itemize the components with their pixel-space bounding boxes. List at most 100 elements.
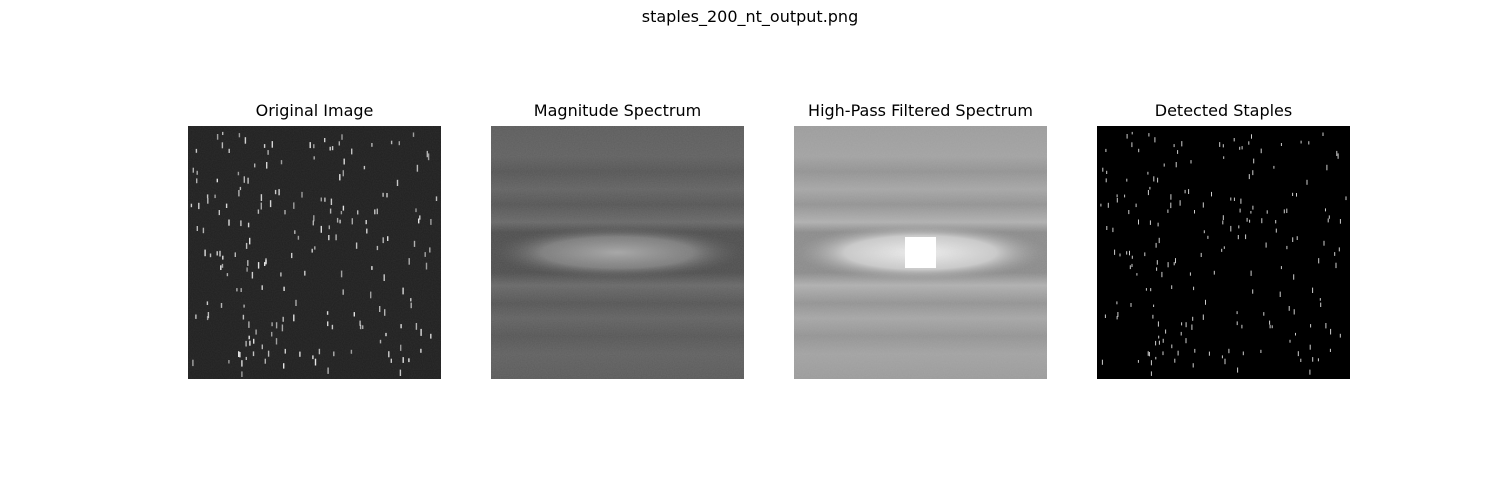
detected-staple-mark — [1153, 176, 1155, 182]
detected-staple-mark — [1223, 246, 1225, 249]
detected-staple-mark — [1131, 142, 1133, 148]
detected-staple-mark — [1155, 242, 1157, 248]
detected-staple-mark — [1156, 267, 1158, 271]
detected-staple-mark — [1230, 197, 1232, 201]
detected-staple-mark — [1292, 237, 1294, 242]
detected-staple-mark — [1194, 348, 1196, 353]
detected-staple-mark — [1116, 194, 1118, 198]
panel-high-pass-filtered-spectrum: High-Pass Filtered Spectrum — [794, 100, 1047, 379]
detected-staple-mark — [1252, 289, 1254, 294]
detected-staple-mark — [1190, 160, 1192, 164]
detected-staple-mark — [1147, 171, 1149, 175]
detected-staple-mark — [1116, 301, 1118, 305]
detected-staple-mark — [1309, 344, 1311, 350]
detected-staple-mark — [1200, 252, 1202, 257]
detected-staple-mark — [1188, 189, 1190, 194]
detected-staple-mark — [1233, 138, 1235, 142]
detected-staple-mark — [1236, 311, 1238, 315]
figure-title: staples_200_nt_output.png — [641, 7, 859, 26]
detected-staple-mark — [1170, 202, 1172, 209]
detected-staple-mark — [1266, 210, 1268, 214]
detected-staple-mark — [1205, 299, 1206, 305]
detected-staple-mark — [1334, 252, 1336, 256]
detected-staple-mark — [1221, 355, 1223, 359]
detected-staple-mark — [1137, 360, 1139, 363]
detected-staple-mark — [1119, 253, 1121, 257]
detected-staple-mark — [1126, 134, 1128, 139]
detected-staple-mark — [1129, 250, 1130, 256]
detected-staple-mark — [1263, 312, 1265, 316]
detected-staple-mark — [1339, 333, 1341, 338]
detected-staple-mark — [1322, 132, 1324, 136]
detected-staple-mark — [1253, 158, 1255, 164]
detected-staple-mark — [1158, 335, 1160, 339]
detected-staple-mark — [1117, 312, 1119, 317]
detected-staple-mark — [1138, 219, 1139, 225]
detected-staple-mark — [1152, 314, 1154, 319]
detected-staple-mark — [1156, 260, 1158, 265]
detected-staple-mark — [1213, 270, 1215, 275]
detected-staple-mark — [1318, 258, 1320, 264]
detected-staple-mark — [1312, 287, 1314, 293]
detected-staple-mark — [1126, 251, 1128, 255]
detected-staple-mark — [1174, 358, 1176, 363]
detected-staple-mark — [1275, 228, 1277, 233]
detected-staple-mark — [1136, 273, 1138, 276]
detected-staple-mark — [1192, 363, 1194, 368]
detected-staple-mark — [1165, 329, 1167, 334]
detected-staple-mark — [1306, 179, 1308, 185]
detected-staple-mark — [1248, 174, 1250, 180]
detected-staple-mark — [1228, 348, 1230, 354]
magnitude-spectrum-image — [491, 126, 744, 379]
detected-staple-mark — [1286, 208, 1288, 213]
detected-staple-mark — [1150, 371, 1152, 376]
detected-staple-mark — [1219, 142, 1221, 147]
detected-staple-mark — [1184, 189, 1186, 194]
detected-staple-mark — [1177, 150, 1179, 154]
detected-staple-mark — [1162, 338, 1164, 343]
detected-staple-mark — [1175, 258, 1176, 264]
detected-staple-mark — [1265, 242, 1267, 248]
detected-staple-mark — [1149, 186, 1151, 190]
detected-staple-mark — [1148, 352, 1150, 357]
detected-staple-mark — [1239, 146, 1241, 150]
panel-title-original: Original Image — [255, 101, 374, 120]
detected-staple-mark — [1261, 218, 1263, 224]
detected-staple-mark — [1233, 197, 1235, 201]
detected-staple-mark — [1240, 198, 1242, 204]
detected-staple-mark — [1104, 314, 1106, 318]
detected-staple-mark — [1154, 137, 1156, 143]
detected-staple-mark — [1249, 219, 1251, 223]
panel-detected-staples: Detected Staples — [1097, 100, 1350, 379]
detected-staple-mark — [1223, 156, 1225, 159]
detected-staple-mark — [1106, 170, 1108, 174]
detected-staple-mark — [1300, 358, 1302, 362]
detected-staple-mark — [1330, 328, 1332, 335]
detected-staple-mark — [1246, 217, 1248, 222]
panel-title-magnitude: Magnitude Spectrum — [533, 101, 702, 120]
detected-staple-mark — [1241, 146, 1243, 150]
original-image — [188, 126, 441, 379]
detected-staple-mark — [1245, 234, 1247, 240]
detected-staple-mark — [1325, 208, 1326, 212]
detected-staple-mark — [1131, 131, 1133, 135]
detected-staple-mark — [1148, 133, 1150, 137]
detected-staple-mark — [1279, 291, 1281, 297]
detected-staple-mark — [1101, 359, 1103, 365]
detected-staple-mark — [1230, 225, 1232, 232]
detected-staple-mark — [1130, 303, 1132, 307]
detected-staple-mark — [1248, 141, 1250, 145]
detected-staple-mark — [1221, 248, 1223, 252]
detected-staple-mark — [1269, 320, 1271, 325]
detected-staple-mark — [1106, 226, 1108, 230]
detected-staple-mark — [1308, 141, 1310, 145]
detected-staple-mark — [1202, 202, 1204, 208]
detected-staple-mark — [1252, 205, 1254, 210]
detected-staple-mark — [1238, 225, 1240, 229]
detected-staple-mark — [1194, 210, 1195, 214]
detected-staple-mark — [1296, 193, 1297, 197]
detected-staple-mark — [1286, 245, 1288, 250]
detected-staple-mark — [1167, 209, 1169, 213]
panel-magnitude-spectrum: Magnitude Spectrum — [491, 100, 744, 379]
detected-staple-mark — [1260, 148, 1262, 154]
